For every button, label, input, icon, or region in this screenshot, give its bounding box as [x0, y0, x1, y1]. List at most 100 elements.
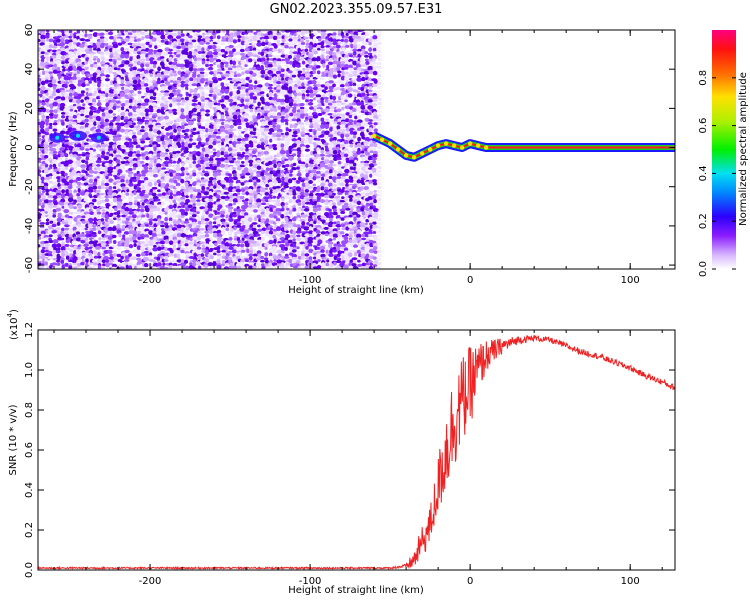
spectrogram-cell	[117, 188, 121, 192]
spectrogram-cell	[172, 47, 177, 52]
spectrogram-cell	[312, 256, 317, 260]
spectrogram-cell	[87, 35, 93, 40]
spectrogram-cell	[299, 76, 305, 81]
spectrogram-cell	[291, 177, 297, 181]
spectrogram-cell	[324, 86, 328, 90]
spectrogram-cell	[313, 61, 317, 66]
spectrogram-cell	[99, 171, 106, 175]
spectrogram-cell	[224, 246, 229, 251]
spectrogram-cell	[63, 209, 70, 214]
spectrogram-cell	[144, 63, 150, 68]
spectrogram-cell	[85, 57, 90, 62]
spectrogram-cell	[321, 207, 326, 212]
spectrogram-cell	[208, 169, 214, 173]
spectrogram-cell	[192, 93, 198, 96]
spectrogram-cell	[312, 114, 319, 119]
spectrogram-cell	[184, 239, 189, 244]
spectrogram-cell	[325, 55, 330, 60]
spectrogram-cell	[296, 166, 301, 170]
spectrogram-cell	[180, 262, 187, 267]
spectrogram-cell	[99, 206, 105, 209]
spectrogram-cell	[111, 226, 118, 232]
spectrogram-cell	[173, 203, 177, 209]
spectrogram-cell	[196, 60, 200, 66]
spectrogram-cell	[304, 153, 311, 158]
spectrogram-cell	[141, 125, 145, 129]
spectrogram-cell	[93, 55, 99, 59]
spectrogram-cell	[269, 124, 273, 128]
spectrogram-cell	[273, 239, 277, 244]
spectrogram-cell	[124, 32, 129, 36]
spectrogram-cell	[209, 137, 214, 141]
spectrogram-cell	[284, 64, 289, 68]
spectrogram-cell	[119, 122, 125, 127]
spectrogram-cell	[113, 60, 117, 65]
spectrogram-cell	[92, 223, 97, 228]
spectrogram-cell	[277, 105, 282, 110]
spectrogram-cell	[39, 163, 46, 167]
spectrogram-cell	[121, 136, 126, 142]
spectrogram-cell	[100, 70, 105, 74]
spectrogram-cell	[326, 217, 330, 222]
spectrogram-cell	[43, 169, 49, 174]
spectrogram-cell	[284, 182, 289, 187]
spectrogram-cell	[289, 263, 294, 268]
spectrogram-cell	[97, 185, 103, 190]
spectrogram-cell	[72, 61, 77, 66]
spectrogram-cell	[152, 82, 158, 88]
spectrogram-cell	[157, 189, 161, 193]
spectrogram-cell	[148, 44, 153, 48]
spectrogram-cell	[249, 243, 254, 248]
spectrogram-cell	[307, 239, 313, 244]
spectrogram-cell	[131, 256, 137, 260]
spectrogram-cell	[269, 99, 275, 105]
spectrogram-cell	[323, 226, 330, 230]
spectrogram-cell	[233, 235, 238, 239]
spectrogram-cell	[128, 253, 132, 257]
spectrogram-cell	[56, 259, 61, 263]
spectrogram-cell	[169, 135, 174, 140]
spectrogram-cell	[200, 151, 205, 155]
spectrogram-cell	[215, 59, 222, 63]
spectrogram-cell	[326, 64, 330, 70]
spectrogram-cell	[244, 47, 251, 52]
spectrogram-cell	[99, 36, 105, 39]
spectrogram-cell	[188, 175, 193, 180]
spectrogram-cell	[88, 252, 93, 257]
spectrogram-cell	[76, 246, 82, 250]
spectrogram-cell	[105, 127, 110, 132]
spectrogram-cell	[265, 157, 270, 161]
spectrogram-cell	[40, 90, 45, 95]
spectrogram-cell	[83, 194, 89, 198]
spectrogram-cell	[92, 58, 97, 61]
spectrogram-cell	[133, 86, 138, 91]
spectrogram-cell	[239, 164, 246, 168]
spectrogram-cell	[276, 119, 282, 123]
spectrogram-cell	[169, 103, 173, 108]
spectrogram-cell	[221, 249, 227, 253]
spectrogram-cell	[63, 227, 70, 231]
spectrogram-cell	[141, 173, 146, 177]
spectrogram-cell	[243, 163, 249, 166]
spectrogram-cell	[325, 151, 331, 155]
spectrogram-cell	[300, 186, 305, 190]
spectrogram-cell	[311, 57, 317, 62]
spectrogram-cell	[48, 153, 52, 157]
spectrogram-cell	[247, 217, 253, 223]
spectrogram-cell	[121, 191, 126, 197]
spectrogram-cell	[253, 249, 257, 254]
spectrogram-cell	[213, 252, 217, 256]
spectrogram-cell	[100, 243, 107, 247]
spectrogram-cell	[164, 255, 169, 260]
spectrogram-cell	[93, 217, 97, 223]
spectrogram-cell	[212, 73, 217, 77]
spectrogram-cell	[212, 148, 217, 151]
spectrogram-cell	[120, 100, 127, 103]
spectrogram-cell	[127, 93, 134, 97]
spectrogram-cell	[47, 83, 54, 88]
spectrogram-cell	[240, 188, 246, 192]
spectrogram-cell	[252, 54, 259, 58]
spectrogram-cell	[217, 142, 222, 148]
spectrogram-cell	[185, 195, 189, 199]
spectrogram-cell	[175, 98, 182, 103]
